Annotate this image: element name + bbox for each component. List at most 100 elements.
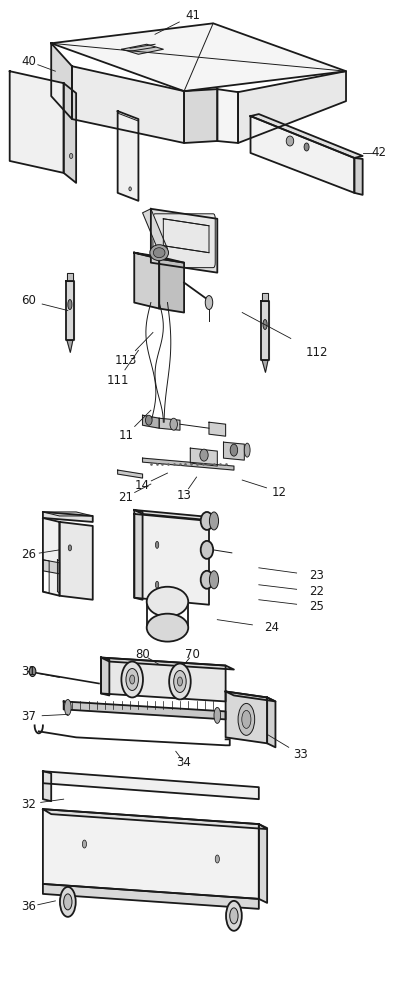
- Ellipse shape: [155, 541, 159, 548]
- Ellipse shape: [153, 248, 165, 258]
- Ellipse shape: [178, 677, 182, 686]
- Polygon shape: [354, 158, 363, 195]
- Ellipse shape: [69, 153, 73, 158]
- Text: 14: 14: [135, 479, 150, 492]
- Polygon shape: [190, 448, 217, 466]
- Ellipse shape: [29, 667, 36, 677]
- Text: 22: 22: [309, 585, 324, 598]
- Ellipse shape: [68, 300, 72, 310]
- Polygon shape: [143, 209, 168, 253]
- Ellipse shape: [60, 887, 76, 917]
- Ellipse shape: [121, 662, 143, 697]
- Text: 26: 26: [21, 548, 36, 561]
- Text: 36: 36: [21, 900, 36, 913]
- Ellipse shape: [201, 571, 213, 589]
- Text: 112: 112: [306, 346, 328, 359]
- Polygon shape: [51, 23, 346, 91]
- Polygon shape: [143, 458, 234, 470]
- Polygon shape: [64, 83, 76, 183]
- Polygon shape: [159, 418, 180, 430]
- Text: 12: 12: [272, 486, 287, 499]
- Polygon shape: [57, 560, 59, 593]
- Ellipse shape: [230, 908, 238, 924]
- Ellipse shape: [174, 671, 186, 692]
- Polygon shape: [250, 116, 354, 193]
- Polygon shape: [66, 281, 74, 340]
- Text: 34: 34: [177, 756, 191, 769]
- Text: 113: 113: [115, 354, 137, 367]
- Ellipse shape: [130, 675, 135, 684]
- Ellipse shape: [200, 449, 208, 461]
- Text: 60: 60: [21, 294, 36, 307]
- Ellipse shape: [82, 840, 87, 848]
- Polygon shape: [101, 658, 234, 670]
- Ellipse shape: [169, 664, 191, 699]
- Polygon shape: [43, 809, 267, 829]
- Polygon shape: [217, 89, 238, 143]
- Ellipse shape: [304, 143, 309, 151]
- Polygon shape: [134, 510, 217, 521]
- Polygon shape: [259, 824, 267, 903]
- Polygon shape: [134, 253, 159, 309]
- Polygon shape: [267, 697, 275, 747]
- Polygon shape: [117, 111, 138, 201]
- Polygon shape: [43, 771, 51, 801]
- Ellipse shape: [201, 512, 213, 530]
- Ellipse shape: [244, 443, 250, 457]
- Polygon shape: [226, 691, 275, 701]
- Polygon shape: [143, 415, 159, 428]
- Polygon shape: [43, 809, 259, 899]
- Ellipse shape: [155, 581, 159, 588]
- Text: 23: 23: [309, 569, 324, 582]
- Text: 21: 21: [118, 491, 133, 504]
- Polygon shape: [184, 89, 217, 143]
- Polygon shape: [262, 293, 268, 301]
- Polygon shape: [72, 66, 184, 143]
- Ellipse shape: [201, 541, 213, 559]
- Polygon shape: [101, 658, 110, 695]
- Polygon shape: [117, 470, 143, 478]
- Ellipse shape: [242, 710, 251, 728]
- Ellipse shape: [147, 587, 188, 617]
- Polygon shape: [43, 560, 59, 574]
- Ellipse shape: [226, 901, 242, 931]
- Polygon shape: [101, 658, 226, 701]
- Ellipse shape: [126, 669, 138, 690]
- Text: 37: 37: [21, 710, 36, 723]
- Ellipse shape: [214, 707, 221, 723]
- Polygon shape: [51, 43, 72, 119]
- Polygon shape: [250, 114, 363, 158]
- Text: 80: 80: [135, 648, 150, 661]
- Ellipse shape: [150, 245, 168, 261]
- Ellipse shape: [209, 571, 219, 589]
- Polygon shape: [67, 340, 73, 352]
- Ellipse shape: [145, 415, 152, 425]
- Text: 42: 42: [372, 146, 387, 159]
- Polygon shape: [261, 301, 269, 360]
- Polygon shape: [10, 71, 64, 173]
- Ellipse shape: [147, 614, 188, 642]
- Polygon shape: [238, 71, 346, 143]
- Ellipse shape: [68, 545, 71, 551]
- FancyBboxPatch shape: [153, 214, 215, 268]
- Polygon shape: [43, 512, 93, 516]
- Ellipse shape: [64, 699, 71, 715]
- Polygon shape: [43, 884, 259, 909]
- Ellipse shape: [230, 444, 238, 456]
- Polygon shape: [43, 560, 49, 593]
- Ellipse shape: [205, 296, 213, 310]
- Text: 41: 41: [185, 9, 200, 22]
- Ellipse shape: [263, 320, 267, 329]
- Polygon shape: [134, 514, 209, 605]
- Ellipse shape: [215, 855, 219, 863]
- Ellipse shape: [64, 894, 72, 910]
- Polygon shape: [43, 518, 59, 596]
- Ellipse shape: [209, 512, 219, 530]
- Text: 11: 11: [118, 429, 133, 442]
- Text: 31: 31: [21, 665, 36, 678]
- Text: 111: 111: [107, 374, 129, 387]
- Polygon shape: [134, 510, 143, 600]
- Polygon shape: [163, 219, 209, 253]
- Text: 33: 33: [293, 748, 308, 761]
- Polygon shape: [226, 691, 267, 743]
